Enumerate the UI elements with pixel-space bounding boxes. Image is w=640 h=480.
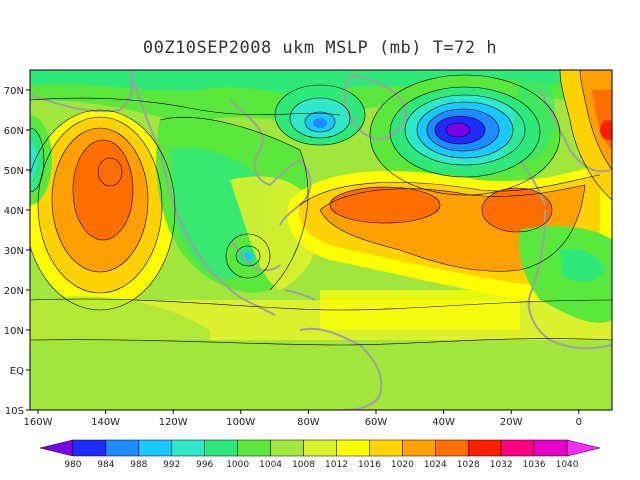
colorbar-label: 1000: [226, 460, 249, 470]
lon-label: 40W: [432, 417, 455, 428]
lon-label: 60W: [365, 417, 388, 428]
colorbar-label: 1016: [358, 460, 381, 470]
lat-label: 20N: [4, 286, 24, 297]
colorbar-label: 988: [130, 460, 147, 470]
lon-label: 20W: [500, 417, 523, 428]
colorbar-segment: [237, 439, 271, 457]
africa-coast: [527, 209, 612, 350]
lat-label: EQ: [10, 366, 24, 377]
colorbar-label: 992: [163, 460, 180, 470]
map-title: 00Z10SEP2008 ukm MSLP (mb) T=72 h: [142, 38, 498, 58]
alaska-coast: [30, 79, 133, 113]
coastlines: [30, 70, 612, 410]
colorbar-segment: [270, 439, 304, 457]
colorbar: 980 984 988 992 996 1000 1004 1008 1012 1016 1020 1…: [39, 439, 601, 470]
colorbar-label: 1032: [490, 460, 513, 470]
colorbar-label: 1024: [424, 460, 447, 470]
colorbar-segment: [303, 439, 337, 457]
latitude-axis: 70N 60N 50N 40N 30N 20N 10N EQ 10S: [4, 86, 30, 417]
iberia: [519, 159, 546, 206]
lat-label: 50N: [4, 166, 24, 177]
greenland: [343, 73, 407, 140]
colorbar-label: 1040: [556, 460, 579, 470]
colorbar-segment: [435, 439, 469, 457]
colorbar-segment: [369, 439, 403, 457]
contour-lines: [30, 70, 612, 346]
map-frame: [29, 69, 613, 411]
lon-label: 120W: [159, 417, 188, 428]
colorbar-segment: [566, 439, 601, 457]
colorbar-label: 996: [196, 460, 213, 470]
colorbar-label: 1012: [325, 460, 348, 470]
colorbar-label: 980: [64, 460, 81, 470]
lon-label: 140W: [91, 417, 120, 428]
colorbar-label: 1020: [391, 460, 414, 470]
lat-label: 40N: [4, 206, 24, 217]
baffin-low: [275, 85, 365, 145]
gulf-coast: [229, 239, 281, 272]
tropical-pacific: [30, 296, 210, 410]
colorbar-segment: [105, 439, 140, 457]
lon-label: 100W: [226, 417, 255, 428]
colorbar-label: 1008: [292, 460, 315, 470]
lat-label: 10S: [5, 406, 24, 417]
pacific-nw-low: [30, 115, 52, 205]
colorbar-segment: [336, 439, 370, 457]
colorbar-segment: [171, 439, 205, 457]
colorbar-segment: [39, 439, 74, 457]
lat-label: 60N: [4, 126, 24, 137]
north-pacific-high: [30, 110, 175, 310]
colorbar-segment: [138, 439, 173, 457]
european-high: [560, 70, 612, 200]
na-west-coast: [129, 70, 276, 316]
lat-label: 70N: [4, 86, 24, 97]
south-america: [299, 327, 383, 410]
colorbar-label: 1004: [259, 460, 282, 470]
colorbar-segment: [402, 439, 436, 457]
longitude-axis: 160W 140W 120W 100W 80W 60W 40W 20W 0: [24, 410, 582, 428]
lon-label: 0: [576, 417, 582, 428]
colorbar-segment: [467, 439, 502, 457]
colorbar-label: 984: [97, 460, 114, 470]
pressure-field: [30, 70, 612, 410]
iceland-low: [370, 75, 560, 195]
lon-label: 160W: [24, 417, 53, 428]
east-coast: [229, 99, 312, 226]
colorbar-segment: [500, 439, 535, 457]
colorbar-segment: [72, 439, 107, 457]
colorbar-segment: [204, 439, 238, 457]
caribbean: [284, 289, 316, 301]
lat-label: 30N: [4, 246, 24, 257]
colorbar-label: 1036: [523, 460, 546, 470]
sahara-low-inner: [560, 248, 605, 282]
colorbar-segment: [533, 439, 568, 457]
lat-label: 10N: [4, 326, 24, 337]
lon-label: 80W: [297, 417, 320, 428]
europe-coast: [539, 89, 611, 173]
colorbar-label: 1028: [457, 460, 480, 470]
